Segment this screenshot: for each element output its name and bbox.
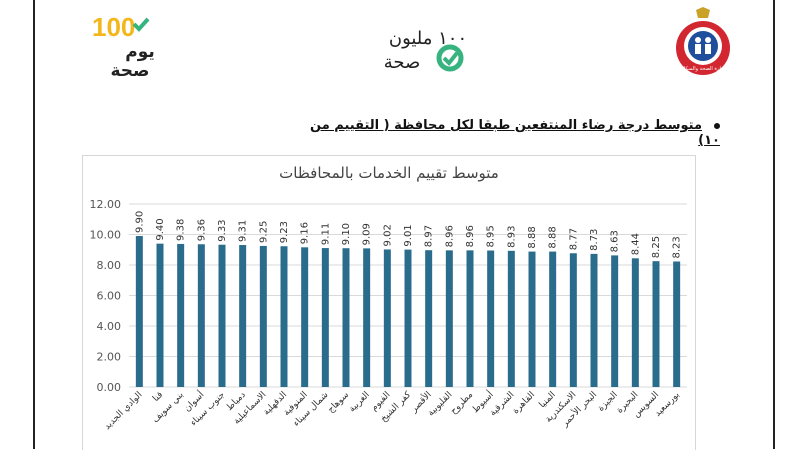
chart-title: متوسط تقييم الخدمات بالمحافظات — [279, 164, 499, 182]
data-label: 8.88 — [548, 226, 559, 248]
y-tick-label: 4.00 — [97, 320, 122, 333]
x-tick-label: قنا — [151, 390, 165, 404]
data-label: 8.97 — [424, 225, 435, 247]
bar — [363, 248, 371, 387]
data-label: 8.93 — [506, 226, 517, 248]
y-tick-label: 6.00 — [97, 290, 122, 303]
bar — [673, 261, 681, 387]
data-label: 8.23 — [672, 236, 683, 258]
data-label: 8.88 — [527, 226, 538, 248]
x-tick-label: مطروح — [449, 390, 476, 417]
data-label: 8.95 — [486, 225, 497, 247]
section-bullet: متوسط درجة رضاء المنتفعين طبقا لكل محافظ… — [300, 118, 720, 148]
eagle-emblem-icon — [696, 7, 710, 18]
logo-100-line1: يوم — [125, 42, 155, 62]
100-million-health-logo: ١٠٠ مليون صحة — [330, 20, 480, 76]
bar — [466, 250, 474, 387]
data-label: 9.33 — [217, 219, 228, 241]
data-label: 9.16 — [300, 222, 311, 244]
bar — [445, 250, 453, 387]
y-tick-label: 2.00 — [97, 351, 122, 364]
data-label: 8.77 — [568, 228, 579, 250]
bar — [321, 248, 329, 387]
check-icon — [132, 17, 150, 32]
family-icon — [695, 37, 701, 43]
bar — [342, 248, 350, 387]
ministry-logo-text: وزارة الصحة والسكان — [680, 66, 726, 72]
bar — [280, 246, 288, 387]
bullet-text: متوسط درجة رضاء المنتفعين طبقا لكل محافظ… — [310, 118, 720, 148]
logo-100-line2: صحة — [111, 61, 150, 80]
check-circle-icon — [436, 44, 464, 72]
bar — [425, 250, 433, 387]
logo-100-number: 100 — [92, 12, 135, 42]
data-label: 8.63 — [610, 230, 621, 252]
bar — [383, 249, 391, 387]
data-label: 9.11 — [320, 223, 331, 245]
bar — [177, 243, 185, 387]
logo-million-line1: ١٠٠ مليون — [389, 28, 467, 49]
bar — [569, 253, 577, 387]
data-label: 8.96 — [465, 225, 476, 247]
y-tick-label: 10.00 — [90, 229, 122, 242]
bar — [507, 250, 515, 387]
data-label: 9.31 — [238, 220, 249, 242]
x-tick-label: القاهرة — [511, 390, 537, 416]
data-label: 9.09 — [362, 223, 373, 245]
data-label: 8.73 — [589, 229, 600, 251]
x-tick-label: الوادي الجديد — [103, 390, 145, 432]
chart-plot-area: 0.00 2.00 4.00 6.00 8.00 10.00 12.00 9.90 الوادي… — [90, 198, 687, 432]
y-tick-label: 8.00 — [97, 259, 122, 272]
100-days-health-logo: 100 يوم صحة — [90, 10, 170, 81]
data-label: 9.38 — [176, 219, 187, 241]
data-label: 9.02 — [382, 224, 393, 246]
bar — [404, 249, 412, 387]
data-label: 9.90 — [134, 211, 145, 233]
data-label: 9.36 — [196, 219, 207, 241]
bar — [218, 244, 226, 387]
data-label: 8.25 — [651, 236, 662, 258]
bar — [631, 258, 639, 387]
data-label: 9.23 — [279, 221, 290, 243]
data-label: 9.01 — [403, 224, 414, 246]
ministry-of-health-logo: وزارة الصحة والسكان — [670, 6, 736, 80]
y-tick-label: 12.00 — [90, 198, 122, 211]
bar — [156, 243, 164, 387]
ratings-chart: متوسط تقييم الخدمات بالمحافظات 0.00 2.00 4… — [82, 155, 696, 450]
page-border-right — [773, 0, 775, 449]
data-label: 8.96 — [444, 225, 455, 247]
bar — [528, 251, 536, 387]
data-label: 9.10 — [341, 223, 352, 245]
bar — [652, 261, 660, 387]
bar — [590, 253, 598, 387]
bar — [259, 245, 267, 387]
data-label: 9.40 — [155, 218, 166, 240]
bar — [549, 251, 557, 387]
y-tick-label: 0.00 — [97, 381, 122, 394]
bar — [197, 244, 205, 387]
x-tick-label: الغربية — [347, 390, 371, 414]
x-tick-label: سوهاج — [326, 390, 351, 415]
page-border-left — [33, 0, 35, 449]
bar — [487, 250, 495, 387]
bullet-dot — [714, 122, 720, 129]
logo-million-line2: صحة — [384, 52, 421, 73]
bar — [611, 255, 619, 387]
data-label: 8.44 — [630, 233, 641, 255]
data-label: 9.25 — [258, 221, 269, 243]
bar — [301, 247, 309, 387]
bar — [239, 245, 247, 387]
bar — [135, 236, 143, 387]
